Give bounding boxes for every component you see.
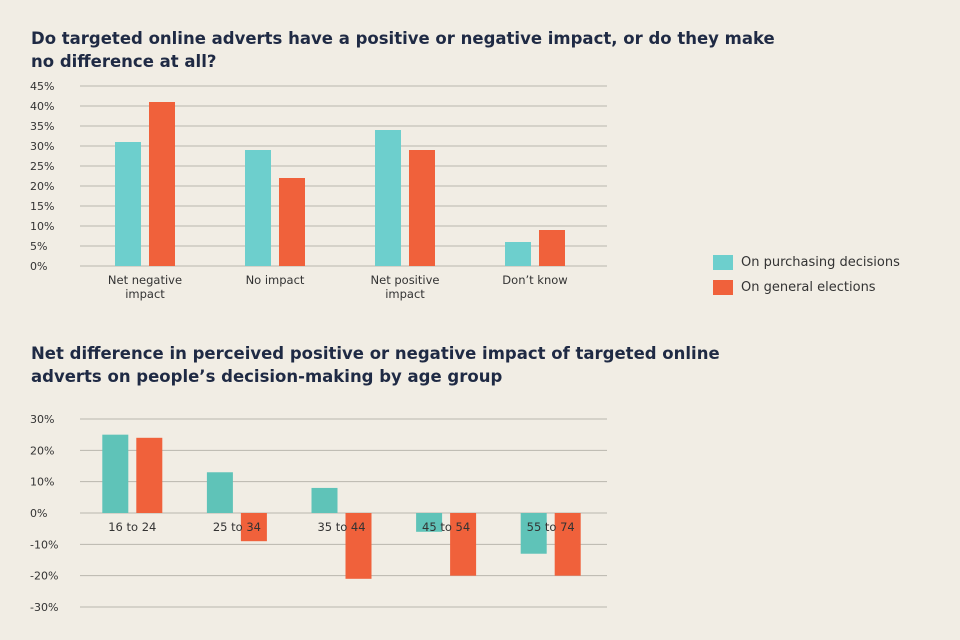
y-tick-label: 15%	[30, 200, 54, 213]
y-tick-label: -20%	[30, 570, 58, 583]
x-tick-label: Don’t know	[502, 273, 567, 287]
bar-purchasing	[505, 242, 531, 266]
bar-elections	[450, 513, 477, 576]
x-tick-label: impact	[385, 287, 425, 301]
x-tick-label: 25 to 34	[213, 520, 261, 534]
chart-1: 0% 5% 10% 15% 20% 25% 30% 35% 40% 45% Net negative…	[30, 80, 607, 301]
bar-purchasing	[311, 487, 338, 513]
bar-purchasing	[416, 513, 443, 532]
y-tick-label: 5%	[30, 240, 47, 253]
bar-elections	[539, 230, 565, 266]
x-tick-label: Net positive	[371, 273, 440, 287]
bar-purchasing	[115, 142, 141, 266]
y-tick-label: 10%	[30, 220, 54, 233]
bar-purchasing	[206, 472, 233, 513]
y-tick-label: 0%	[30, 507, 47, 520]
legend-label-elections: On general elections	[741, 280, 876, 295]
chart-1-title: Do targeted online adverts have a positi…	[31, 29, 775, 71]
legend-swatch-purchasing	[713, 255, 733, 270]
legend-item-purchasing: On purchasing decisions	[713, 255, 900, 270]
bar-elections	[149, 102, 175, 266]
x-tick-label: impact	[125, 287, 165, 301]
bar-purchasing	[102, 434, 129, 513]
bar-elections	[136, 437, 163, 513]
x-tick-label: 16 to 24	[108, 520, 156, 534]
y-tick-label: 30%	[30, 140, 54, 153]
bar-elections	[554, 513, 581, 576]
x-tick-label: No impact	[246, 273, 305, 287]
y-tick-label: -10%	[30, 538, 58, 551]
y-tick-label: -30%	[30, 601, 58, 614]
x-tick-label: 35 to 44	[317, 520, 365, 534]
y-tick-label: 10%	[30, 476, 54, 489]
bar-purchasing	[245, 150, 271, 266]
x-tick-label: 45 to 54	[422, 520, 470, 534]
y-tick-label: 30%	[30, 413, 54, 426]
bar-elections	[279, 178, 305, 266]
bar-purchasing	[375, 130, 401, 266]
chart-2: -30% -20% -10% 0% 10% 20% 30% 16 to 24 25 to 34 3…	[30, 413, 607, 614]
y-tick-label: 35%	[30, 120, 54, 133]
y-tick-label: 0%	[30, 260, 47, 273]
bar-elections	[409, 150, 435, 266]
legend-swatch-elections	[713, 280, 733, 295]
bar-elections	[240, 513, 267, 542]
y-tick-label: 45%	[30, 80, 54, 93]
legend-label-purchasing: On purchasing decisions	[741, 255, 900, 270]
bar-purchasing	[520, 513, 547, 554]
x-tick-label: Net negative	[108, 273, 182, 287]
y-tick-label: 40%	[30, 100, 54, 113]
bar-elections	[345, 513, 372, 579]
chart-2-title: Net difference in perceived positive or …	[31, 344, 720, 386]
y-tick-label: 20%	[30, 180, 54, 193]
x-tick-label: 55 to 74	[527, 520, 575, 534]
y-tick-label: 20%	[30, 444, 54, 457]
legend-item-elections: On general elections	[713, 280, 876, 295]
y-tick-label: 25%	[30, 160, 54, 173]
